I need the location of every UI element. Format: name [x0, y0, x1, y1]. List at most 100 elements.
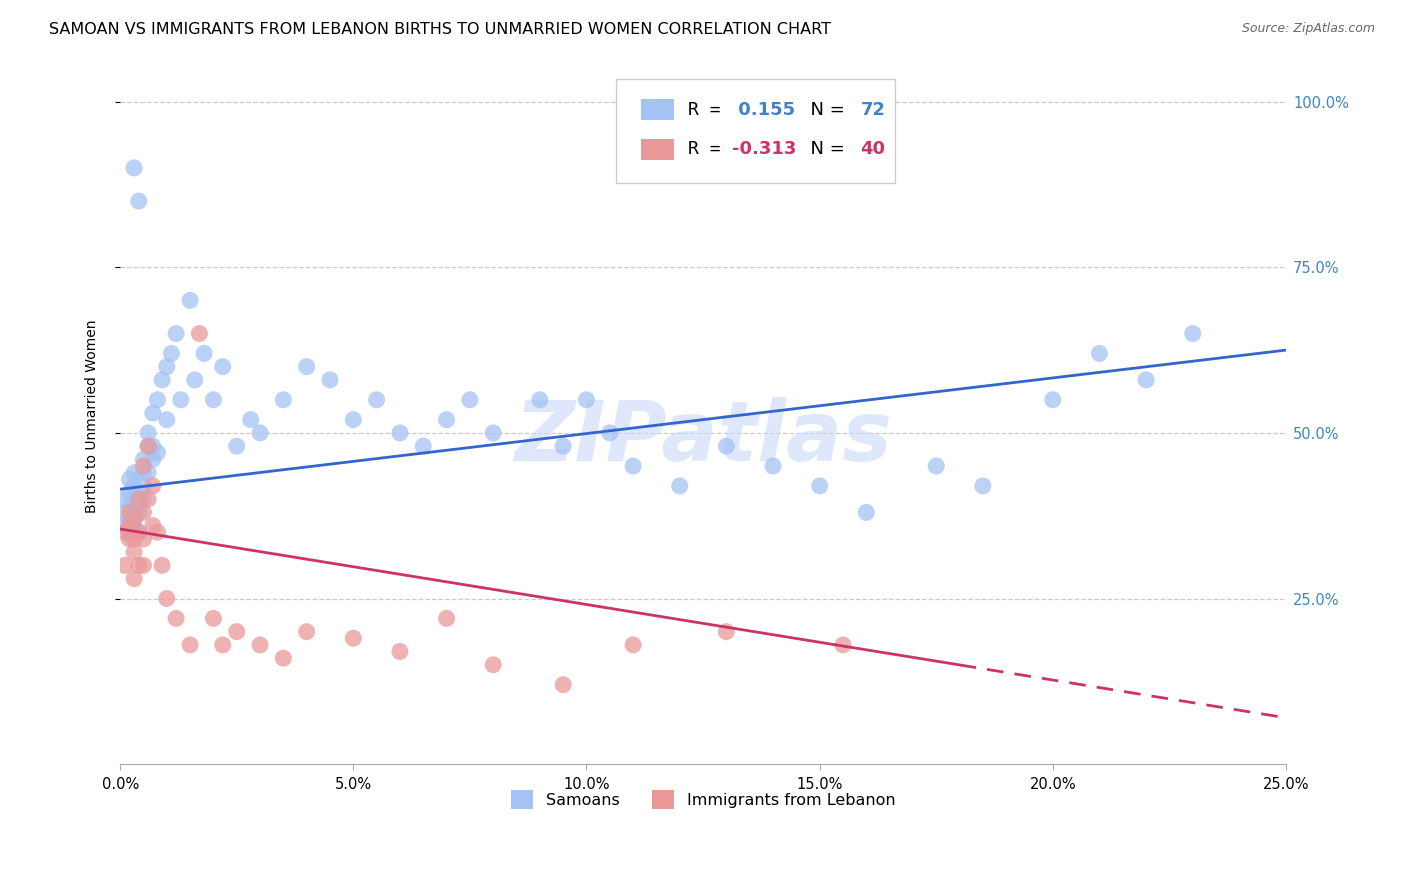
Point: [114, 492, 136, 507]
Point: [202, 611, 225, 625]
Point: [599, 425, 621, 440]
Point: [211, 359, 233, 374]
Point: [458, 392, 481, 407]
Point: [225, 439, 247, 453]
Point: [388, 425, 411, 440]
Point: [1042, 392, 1064, 407]
Point: [142, 452, 165, 467]
Point: [342, 412, 364, 426]
Point: [114, 525, 136, 540]
Point: [118, 472, 141, 486]
Point: [146, 446, 169, 460]
Point: [156, 591, 179, 606]
Point: [165, 326, 187, 341]
Point: [170, 392, 193, 407]
Text: N =: N =: [799, 140, 851, 159]
Point: [156, 359, 179, 374]
Point: [118, 485, 141, 500]
Point: [128, 485, 150, 500]
Point: [412, 439, 434, 453]
Point: [128, 525, 150, 540]
Point: [132, 492, 155, 507]
Point: [128, 525, 150, 540]
Point: [529, 392, 551, 407]
Point: [239, 412, 262, 426]
Point: [132, 466, 155, 480]
Point: [146, 525, 169, 540]
Point: [193, 346, 215, 360]
Point: [132, 558, 155, 573]
Point: [295, 359, 318, 374]
Point: [132, 505, 155, 519]
Point: [128, 492, 150, 507]
Point: [832, 638, 855, 652]
Point: [114, 518, 136, 533]
Point: [142, 406, 165, 420]
Point: [122, 479, 145, 493]
Text: Source: ZipAtlas.com: Source: ZipAtlas.com: [1241, 22, 1375, 36]
Point: [118, 512, 141, 526]
Point: [150, 373, 173, 387]
Point: [128, 558, 150, 573]
Point: [436, 611, 458, 625]
Point: [295, 624, 318, 639]
Point: [122, 518, 145, 533]
Point: [128, 505, 150, 519]
Point: [202, 392, 225, 407]
Point: [128, 499, 150, 513]
Point: [122, 161, 145, 175]
Point: [132, 479, 155, 493]
Point: [179, 638, 201, 652]
Text: 40: 40: [860, 140, 886, 159]
Text: 0.155: 0.155: [733, 101, 796, 119]
Point: [388, 644, 411, 658]
Point: [342, 632, 364, 646]
Text: R =: R =: [688, 140, 731, 159]
Point: [142, 518, 165, 533]
Point: [762, 458, 785, 473]
Point: [132, 452, 155, 467]
Text: ZIPatlas: ZIPatlas: [515, 397, 891, 478]
Point: [136, 466, 159, 480]
Point: [716, 624, 738, 639]
Point: [118, 499, 141, 513]
Point: [925, 458, 948, 473]
Point: [165, 611, 187, 625]
Point: [179, 293, 201, 308]
Point: [146, 392, 169, 407]
Text: R =: R =: [688, 101, 731, 119]
Point: [1181, 326, 1204, 341]
Point: [553, 678, 575, 692]
FancyBboxPatch shape: [616, 79, 896, 183]
Y-axis label: Births to Unmarried Women: Births to Unmarried Women: [86, 319, 100, 513]
Point: [136, 439, 159, 453]
Text: N =: N =: [799, 101, 851, 119]
Point: [621, 458, 644, 473]
Point: [136, 439, 159, 453]
Point: [482, 657, 505, 672]
Point: [188, 326, 211, 341]
Text: SAMOAN VS IMMIGRANTS FROM LEBANON BIRTHS TO UNMARRIED WOMEN CORRELATION CHART: SAMOAN VS IMMIGRANTS FROM LEBANON BIRTHS…: [49, 22, 831, 37]
Point: [436, 412, 458, 426]
Point: [114, 558, 136, 573]
Point: [128, 194, 150, 208]
Point: [1088, 346, 1111, 360]
Point: [122, 505, 145, 519]
Point: [142, 439, 165, 453]
Point: [122, 545, 145, 559]
Point: [156, 412, 179, 426]
Point: [118, 532, 141, 546]
Text: 72: 72: [860, 101, 886, 119]
Point: [482, 425, 505, 440]
Point: [855, 505, 877, 519]
Point: [716, 439, 738, 453]
Point: [122, 512, 145, 526]
Point: [114, 505, 136, 519]
Point: [621, 638, 644, 652]
FancyBboxPatch shape: [641, 138, 673, 160]
Point: [136, 492, 159, 507]
Point: [150, 558, 173, 573]
Point: [122, 492, 145, 507]
Point: [273, 392, 295, 407]
Point: [972, 479, 994, 493]
